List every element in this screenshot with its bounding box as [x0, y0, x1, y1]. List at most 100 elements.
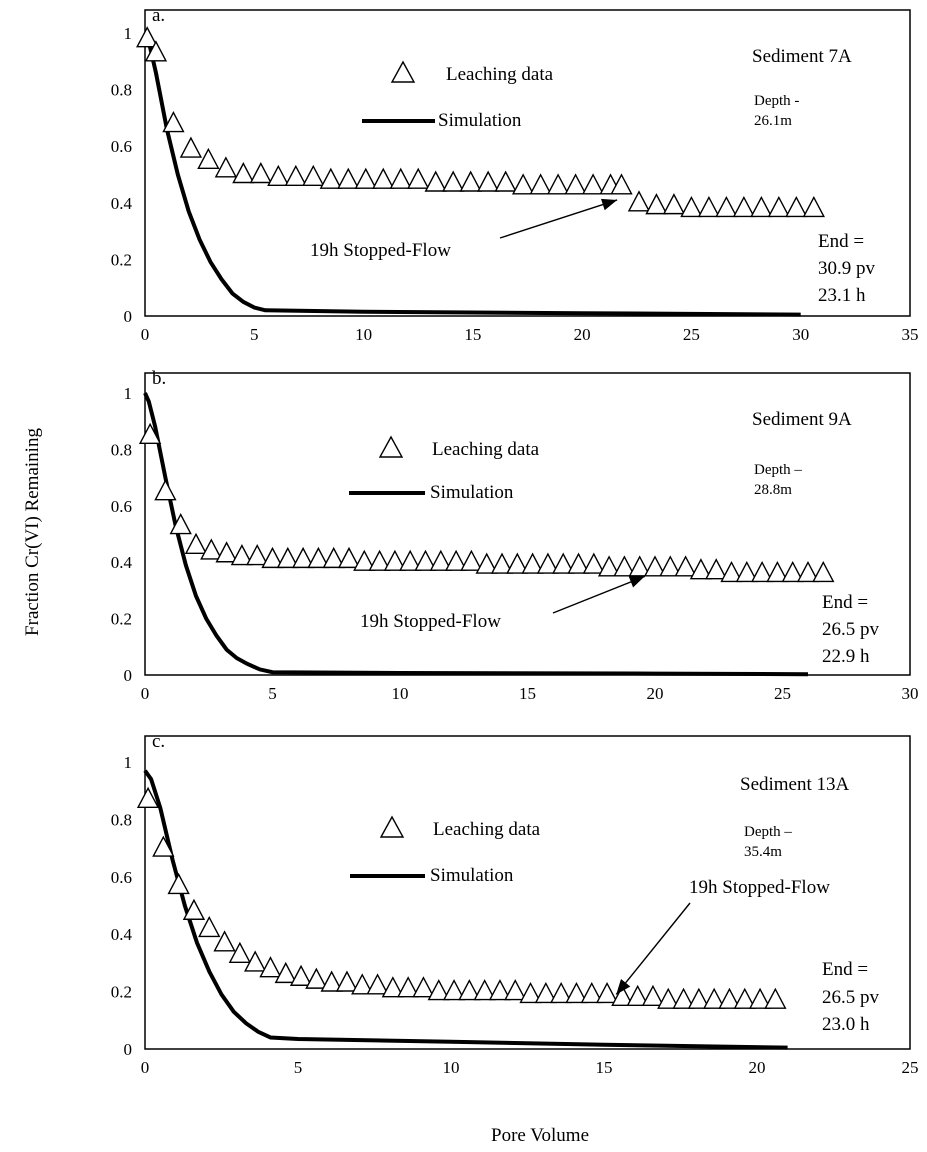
x-tick-label: 15 — [596, 1058, 613, 1077]
legend-marker — [390, 60, 416, 83]
leaching-data-point — [511, 173, 535, 195]
legend-sim-label: Simulation — [430, 865, 514, 886]
x-tick-label: 0 — [141, 1058, 150, 1077]
panel-b: 0 0.2 0.4 0.6 0.8 1 0 5 10 15 20 25 30 b. Sediment … — [111, 368, 919, 703]
leaching-data-point — [565, 981, 588, 1004]
leaching-data-point — [680, 195, 703, 218]
leaching-data-point — [781, 560, 804, 583]
depth-label-line1: Depth - — [754, 93, 799, 109]
stopped-flow-arrow — [499, 199, 618, 239]
depth-label-line2: 35.4m — [744, 844, 782, 860]
leaching-data-point — [276, 546, 299, 569]
y-axis-title: Fraction Cr(VI) Remaining — [22, 428, 43, 636]
x-tick-label: 5 — [268, 684, 277, 703]
leaching-data-point — [748, 987, 772, 1009]
y-tick-label: 1 — [124, 24, 133, 43]
leaching-data-point — [597, 555, 621, 577]
y-tick-label: 1 — [124, 753, 133, 772]
depth-label-line2: 28.8m — [754, 482, 792, 498]
end-label-line3: 23.1 h — [818, 285, 866, 306]
y-ticks: 0 0.2 0.4 0.6 0.8 1 — [111, 24, 133, 326]
leaching-data-point — [162, 111, 185, 133]
end-label-line1: End = — [822, 592, 868, 613]
leaching-data-point — [167, 872, 190, 895]
y-ticks: 0 0.2 0.4 0.6 0.8 1 — [111, 384, 133, 685]
leaching-data-point — [291, 546, 315, 569]
x-tick-label: 5 — [294, 1058, 303, 1077]
y-tick-label: 0.6 — [111, 137, 132, 156]
leaching-data-point — [459, 170, 482, 192]
leaching-data-point — [427, 979, 450, 1001]
leaching-data-point — [750, 195, 773, 218]
x-tick-label: 10 — [443, 1058, 460, 1077]
x-tick-label: 20 — [749, 1058, 766, 1077]
leaching-data-point — [320, 970, 343, 992]
y-tick-label: 0 — [124, 1040, 133, 1059]
simulation-line — [143, 32, 801, 317]
x-tick-label: 5 — [250, 325, 259, 344]
leaching-data-point — [703, 987, 726, 1009]
y-tick-label: 0.2 — [111, 250, 132, 269]
leaching-data-point — [657, 987, 680, 1009]
arrow-head — [628, 576, 645, 588]
x-tick-label: 10 — [392, 684, 409, 703]
leaching-data-point — [381, 976, 405, 998]
y-tick-label: 0.4 — [111, 925, 133, 944]
leaching-data-point — [715, 195, 738, 218]
leaching-data-point — [152, 835, 175, 857]
x-ticks: 0 5 10 15 20 25 — [141, 1058, 919, 1077]
leaching-data-point — [812, 560, 835, 583]
leaching-data-point — [261, 546, 284, 569]
leaching-data-point — [289, 964, 313, 986]
leaching-data-point — [582, 552, 605, 574]
leaching-data-point — [494, 170, 517, 192]
leaching-data-point — [546, 173, 570, 195]
leaching-data-point — [534, 981, 558, 1004]
leaching-data-point — [337, 546, 361, 569]
leaching-data-point — [785, 195, 808, 218]
legend: Leaching data Simulation — [350, 815, 541, 886]
leaching-data-point — [383, 549, 407, 571]
leaching-data-point — [230, 544, 254, 566]
legend: Leaching data Simulation — [349, 435, 540, 503]
stopped-flow-label: 19h Stopped-Flow — [310, 240, 451, 261]
leaching-data-point — [613, 555, 636, 577]
leaching-data-point — [488, 979, 512, 1001]
leaching-data-point — [519, 981, 542, 1004]
leaching-data-point — [337, 167, 360, 189]
x-tick-label: 30 — [792, 325, 809, 344]
x-tick-label: 0 — [141, 684, 150, 703]
end-label-line2: 26.5 pv — [822, 619, 880, 640]
simulation-line — [143, 769, 788, 1050]
leaching-data-point — [354, 167, 377, 189]
leaching-data-point — [302, 164, 325, 187]
leaching-data-point — [136, 26, 159, 48]
y-tick-label: 0.2 — [111, 610, 132, 629]
panel-label: b. — [152, 368, 166, 389]
leaching-data-point — [138, 422, 162, 444]
x-tick-label: 0 — [141, 325, 150, 344]
y-tick-label: 0.6 — [111, 497, 132, 516]
end-label-line1: End = — [818, 231, 864, 252]
leaching-data-point — [687, 987, 711, 1009]
leaching-data-point — [249, 161, 273, 184]
leaching-data-point — [506, 552, 529, 574]
leaching-data-point — [319, 167, 342, 189]
x-axis-title: Pore Volume — [491, 1125, 589, 1146]
leaching-data-point — [368, 549, 391, 571]
leaching-data-point — [414, 549, 437, 571]
sediment-label: Sediment 13A — [740, 774, 850, 795]
legend-data-label: Leaching data — [432, 439, 540, 460]
sediment-label: Sediment 9A — [752, 409, 852, 430]
y-tick-label: 1 — [124, 384, 133, 403]
leaching-data-point — [284, 164, 307, 187]
leaching-data-point — [397, 976, 420, 998]
simulation-line — [143, 392, 809, 677]
stopped-flow-arrow — [615, 902, 691, 995]
y-tick-label: 0.2 — [111, 983, 132, 1002]
leaching-data-point — [529, 173, 552, 195]
leaching-data-point — [407, 167, 430, 189]
x-tick-label: 20 — [574, 325, 591, 344]
leaching-data-point — [504, 979, 527, 1001]
